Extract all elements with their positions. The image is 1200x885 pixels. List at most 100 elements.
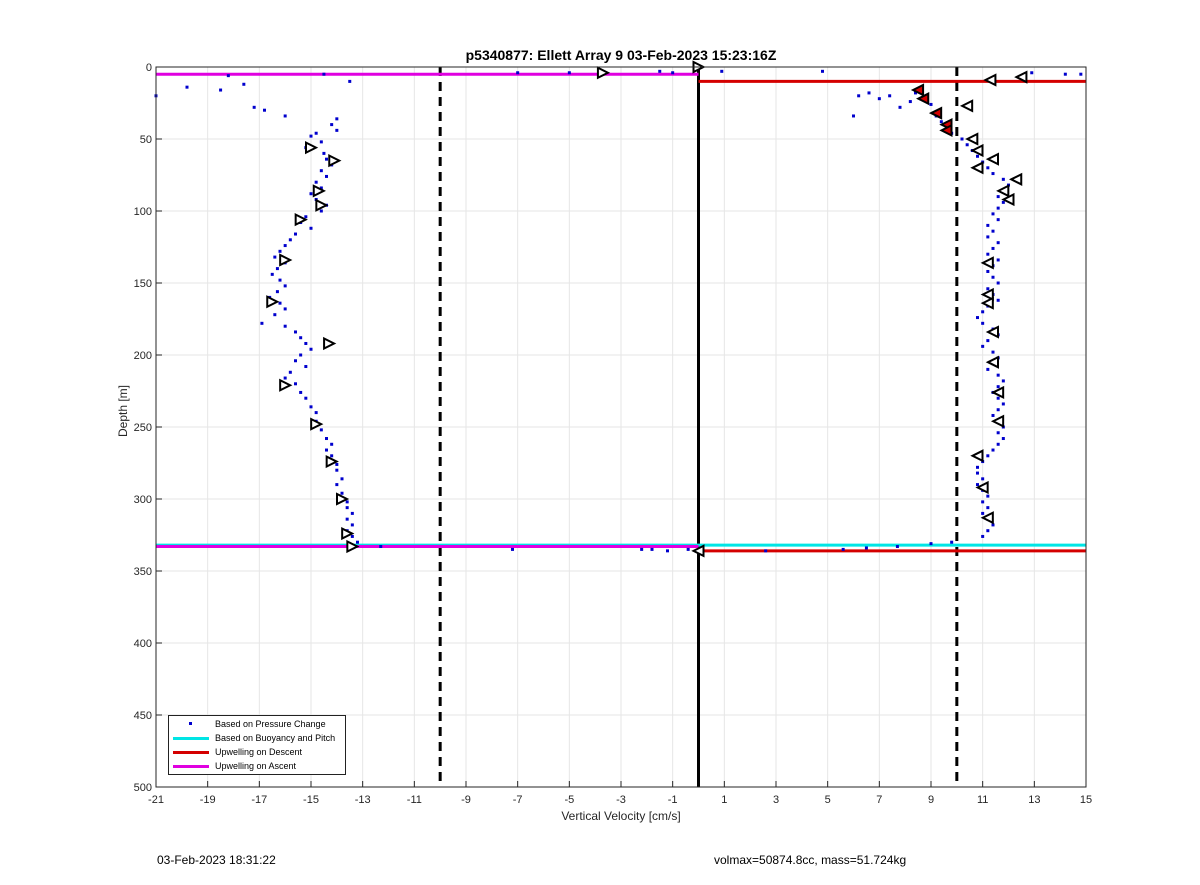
velocity-point bbox=[857, 94, 861, 98]
triangle-marker bbox=[916, 92, 930, 106]
legend-line-symbol bbox=[173, 765, 209, 768]
velocity-point bbox=[345, 506, 349, 510]
velocity-point bbox=[319, 209, 323, 213]
velocity-point bbox=[986, 339, 990, 343]
velocity-point bbox=[299, 390, 303, 394]
triangle-marker bbox=[910, 83, 925, 97]
velocity-point bbox=[350, 534, 354, 538]
triangle-marker bbox=[939, 123, 953, 137]
velocity-point bbox=[314, 180, 318, 184]
velocity-point bbox=[986, 252, 990, 256]
velocity-point bbox=[319, 186, 323, 190]
velocity-point bbox=[981, 511, 985, 515]
data-points bbox=[154, 69, 1083, 553]
y-tick-label: 0 bbox=[146, 62, 152, 74]
triangle-marker bbox=[980, 511, 994, 525]
velocity-point bbox=[965, 143, 969, 147]
velocity-point bbox=[986, 454, 990, 458]
velocity-point bbox=[309, 226, 313, 230]
x-tick-label: -7 bbox=[513, 794, 523, 806]
y-tick-label: 500 bbox=[134, 782, 152, 794]
triangle-marker bbox=[985, 325, 999, 339]
velocity-point bbox=[852, 114, 855, 118]
velocity-point bbox=[981, 500, 985, 504]
velocity-point bbox=[273, 255, 277, 259]
triangle-marker bbox=[691, 544, 705, 558]
x-tick-label: 5 bbox=[825, 794, 831, 806]
velocity-point bbox=[319, 169, 323, 173]
velocity-point bbox=[981, 534, 985, 538]
velocity-point bbox=[991, 350, 995, 354]
triangle-marker bbox=[985, 152, 999, 166]
y-tick-label: 250 bbox=[134, 422, 152, 434]
velocity-point bbox=[335, 128, 339, 132]
velocity-point bbox=[314, 131, 318, 135]
legend-item-buoyancy: Based on Buoyancy and Pitch bbox=[169, 732, 345, 745]
velocity-point bbox=[219, 88, 223, 92]
velocity-point bbox=[996, 218, 1000, 222]
y-tick-label: 300 bbox=[134, 494, 152, 506]
velocity-point bbox=[658, 69, 662, 73]
velocity-point bbox=[299, 353, 303, 357]
velocity-point bbox=[288, 370, 292, 374]
velocity-point bbox=[986, 529, 990, 533]
velocity-point bbox=[330, 123, 334, 127]
velocity-point bbox=[986, 166, 990, 170]
triangle-marker bbox=[980, 296, 994, 310]
velocity-point bbox=[304, 396, 308, 400]
velocity-point bbox=[996, 206, 1000, 210]
velocity-point bbox=[242, 82, 246, 86]
velocity-point bbox=[283, 324, 287, 328]
velocity-point bbox=[348, 79, 352, 83]
velocity-point bbox=[996, 298, 1000, 302]
velocity-point bbox=[325, 157, 328, 161]
velocity-point bbox=[986, 235, 990, 239]
velocity-point bbox=[908, 100, 912, 104]
y-tick-labels: 0 50 100 150 200 250 300 350 400 450 500 bbox=[134, 62, 152, 794]
velocity-point bbox=[976, 483, 979, 487]
y-tick-label: 50 bbox=[140, 134, 152, 146]
velocity-point bbox=[821, 69, 824, 73]
velocity-point bbox=[322, 72, 326, 76]
velocity-point bbox=[511, 547, 514, 551]
legend-line-symbol bbox=[173, 737, 209, 740]
triangle-marker bbox=[975, 480, 989, 495]
velocity-point bbox=[275, 267, 279, 271]
velocity-point bbox=[335, 483, 339, 487]
velocity-point bbox=[304, 365, 308, 369]
velocity-point bbox=[671, 71, 675, 75]
velocity-point bbox=[981, 344, 985, 348]
velocity-point bbox=[322, 151, 326, 155]
chart-legend: Based on Pressure Change Based on Buoyan… bbox=[168, 715, 346, 775]
velocity-point bbox=[325, 174, 328, 178]
x-tick-label: -21 bbox=[148, 794, 164, 806]
velocity-point bbox=[278, 301, 282, 305]
velocity-point bbox=[996, 431, 1000, 435]
x-tick-label: 9 bbox=[928, 794, 934, 806]
x-tick-label: 13 bbox=[1028, 794, 1040, 806]
triangle-marker bbox=[346, 539, 360, 554]
velocity-point bbox=[309, 405, 313, 409]
velocity-point bbox=[996, 281, 1000, 285]
velocity-point bbox=[914, 91, 917, 95]
velocity-point bbox=[950, 540, 954, 544]
velocity-point bbox=[304, 341, 308, 345]
velocity-point bbox=[1001, 200, 1005, 204]
velocity-point bbox=[864, 546, 868, 550]
upwelling-lines bbox=[156, 72, 1086, 553]
legend-label: Based on Buoyancy and Pitch bbox=[215, 733, 336, 743]
velocity-point bbox=[929, 542, 933, 546]
triangle-marker bbox=[1001, 192, 1015, 207]
velocity-point bbox=[325, 437, 328, 441]
x-tick-label: -17 bbox=[251, 794, 267, 806]
triangle-marker bbox=[980, 256, 994, 270]
velocity-point bbox=[991, 229, 995, 233]
triangle-marker bbox=[279, 378, 293, 392]
velocity-point bbox=[270, 272, 274, 276]
triangle-marker bbox=[928, 106, 943, 120]
triangle-marker bbox=[965, 132, 979, 146]
chart-title: p5340877: Ellett Array 9 03-Feb-2023 15:… bbox=[466, 47, 777, 63]
velocity-point bbox=[981, 477, 985, 481]
velocity-point bbox=[275, 290, 279, 294]
velocity-point bbox=[273, 313, 277, 317]
